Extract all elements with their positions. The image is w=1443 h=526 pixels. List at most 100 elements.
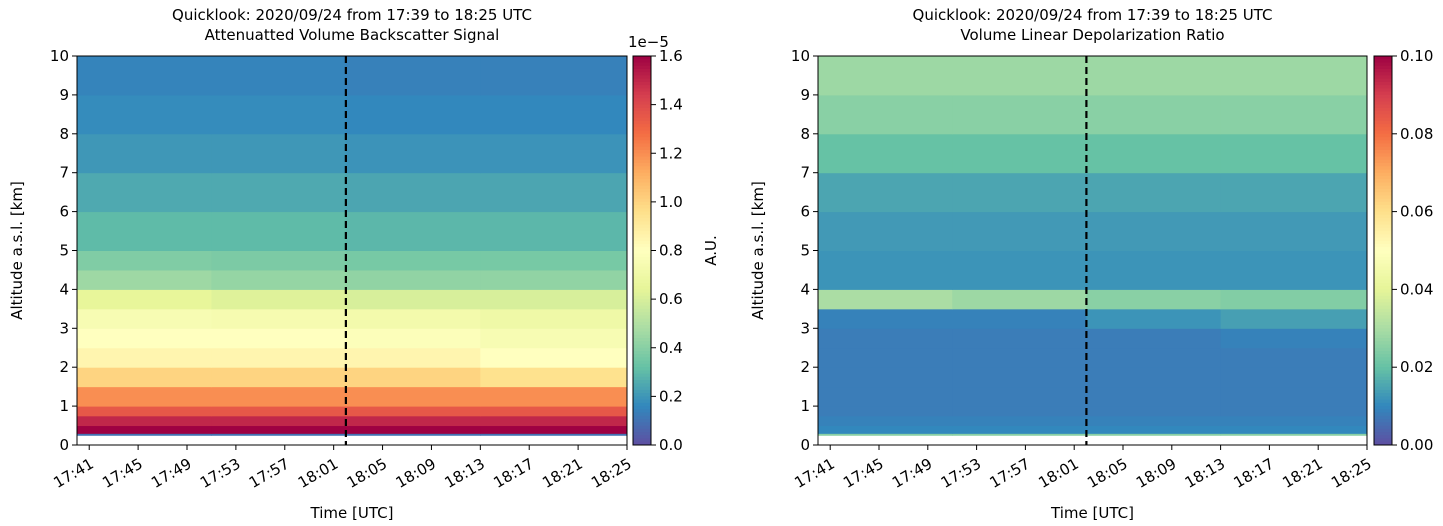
heatmap-cell [1220,269,1368,290]
colorbar-cell [1374,331,1392,336]
heatmap-cell [952,211,1087,251]
colorbar-cell [1374,325,1392,329]
colorbar-cell [633,305,651,310]
colorbar-cell [633,143,651,148]
colorbar-cell [1374,234,1392,239]
colorbar-cell [633,127,651,132]
colorbar-cell [633,432,651,436]
colorbar-cell [1374,321,1392,326]
colorbar-cell [1374,133,1392,138]
colorbar-cell [1374,312,1392,316]
heatmap-cell [818,250,953,271]
colorbar-cell [1374,198,1392,203]
heatmap-cell [77,250,212,271]
heatmap-cell [480,308,628,329]
heatmap-cell [345,406,481,417]
colorbar-cell [1374,156,1392,161]
heatmap-cell [818,172,953,213]
heatmap-cell [1220,433,1368,436]
y-tick-label: 6 [59,203,69,221]
colorbar-cell [1374,347,1392,352]
colorbar-cell [633,85,651,89]
heatmap-cell [211,56,347,96]
colorbar-cell [633,289,651,294]
colorbar-cell [633,260,651,264]
colorbar-cell [1374,91,1392,96]
colorbar-cell [633,344,651,349]
y-tick-label: 1 [59,397,69,415]
heatmap-cell [818,269,953,290]
x-tick-label: 17:53 [197,455,243,492]
heatmap-cell [77,94,212,135]
heatmap-cell [818,133,953,174]
heatmap-cell [952,308,1087,329]
colorbar-cell [1374,231,1392,235]
colorbar-cell [1374,412,1392,417]
x-tick-label: 18:13 [1182,455,1228,492]
colorbar-cell [633,334,651,339]
colorbar-cell [1374,237,1392,242]
heatmap-cell [211,172,347,213]
heatmap-cell [345,347,481,368]
heatmap-cell [952,133,1087,174]
heatmap-cell [952,367,1087,388]
heatmap-cell [211,250,347,271]
heatmap-cell [1086,433,1222,436]
colorbar-cell [633,150,651,154]
colorbar-cell [1374,98,1392,102]
heatmap-cell [1086,347,1222,368]
heatmap-cell [1086,250,1222,271]
y-tick-label: 9 [59,86,69,104]
colorbar-cell [633,347,651,352]
colorbar-cell [633,156,651,161]
colorbar-cell [633,292,651,297]
colorbar-cell [1374,376,1392,381]
colorbar-cell [1374,75,1392,80]
colorbar-cell [633,279,651,284]
colorbar-cell [633,370,651,375]
colorbar-cell [1374,81,1392,86]
x-tick-label: 17:49 [889,455,935,492]
y-tick-label: 9 [800,86,810,104]
y-tick-label: 3 [800,319,810,337]
colorbar-cell [1374,419,1392,423]
colorbar-cell [633,140,651,145]
colorbar-cell [633,120,651,125]
colorbar-tick-label: 1.6 [659,47,683,65]
colorbar-cell [1374,350,1392,355]
colorbar-cell [633,111,651,115]
colorbar-cell [1374,354,1392,358]
colorbar-cell [633,169,651,174]
colorbar-cell [633,419,651,423]
y-tick-label: 4 [800,280,810,298]
heatmap-cell [345,308,481,329]
heatmap-cell [818,308,953,329]
colorbar-cell [633,276,651,281]
heatmap-cell [818,289,953,310]
colorbar-cell [633,188,651,193]
colorbar-cell [633,114,651,119]
colorbar-tick-label: 1.0 [659,193,683,211]
colorbar-tick-label: 1.4 [659,96,683,114]
x-tick-label: 18:09 [1133,455,1179,492]
heatmap-cell [1220,367,1368,388]
heatmap-cell [211,425,347,434]
colorbar-cell [633,386,651,391]
heatmap-cell [345,328,481,349]
heatmap-cell [480,367,628,388]
colorbar-cell [1374,370,1392,375]
colorbar-cell [633,325,651,329]
colorbar-cell [633,237,651,242]
colorbar-cell [1374,344,1392,349]
colorbar-cell [633,312,651,316]
heatmap-cell [211,367,347,388]
colorbar-cell [633,244,651,248]
colorbar-cell [633,328,651,333]
colorbar-cell [1374,175,1392,180]
colorbar-cell [1374,137,1392,141]
heatmap-cell [345,289,481,310]
heatmap-cell [818,415,953,427]
colorbar-cell [633,195,651,200]
heatmap-cell [211,433,347,436]
